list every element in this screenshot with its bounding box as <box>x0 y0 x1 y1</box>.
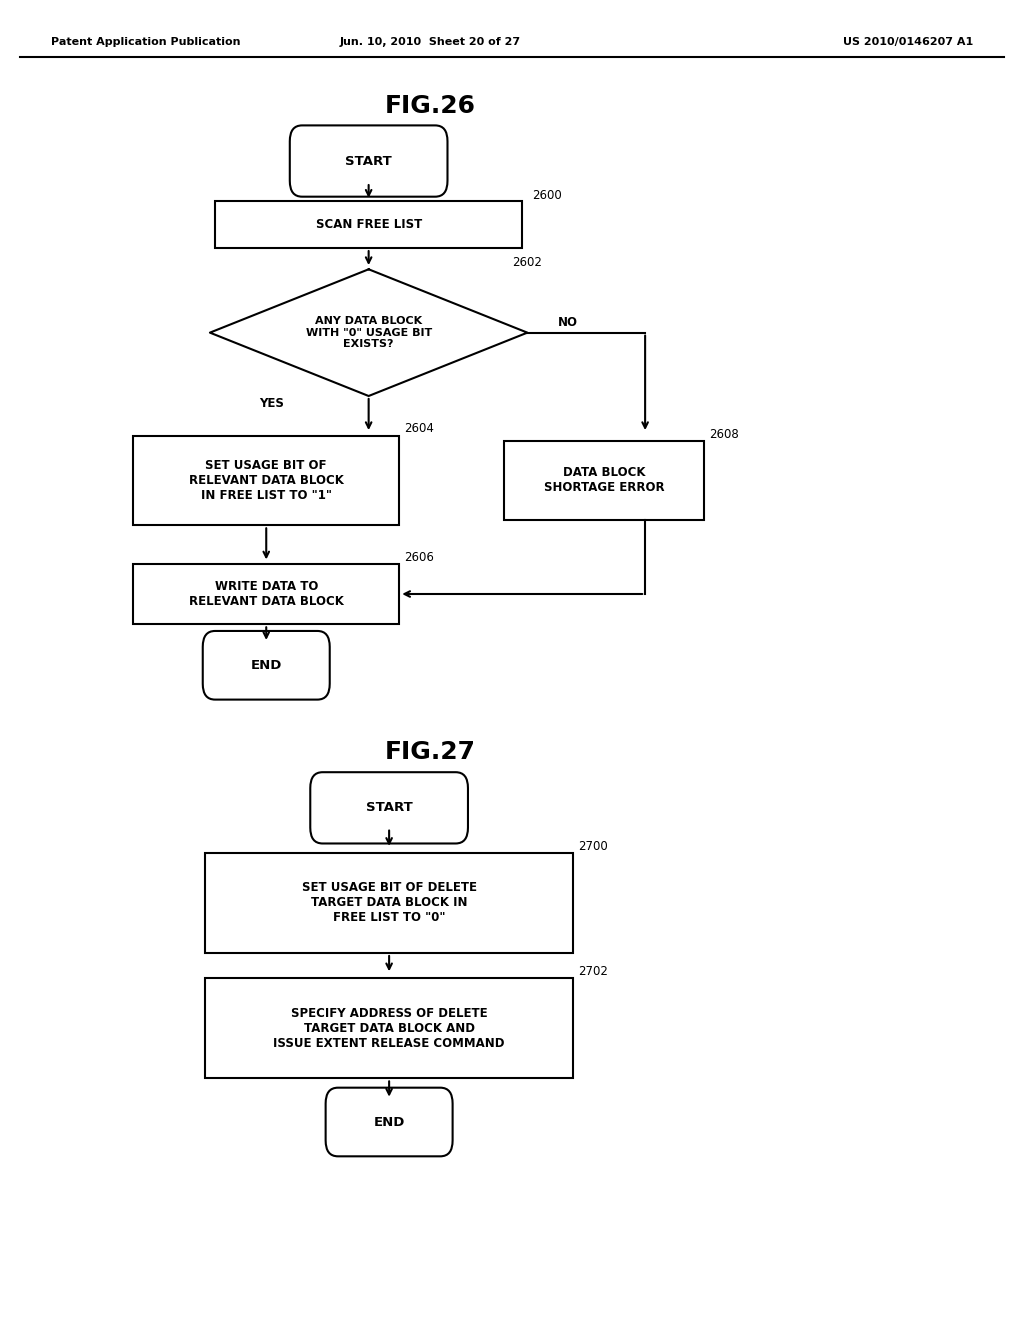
Text: 2606: 2606 <box>404 550 434 564</box>
Text: 2602: 2602 <box>512 256 542 269</box>
Text: 2600: 2600 <box>532 189 562 202</box>
Text: YES: YES <box>259 397 284 411</box>
Bar <box>205 978 573 1078</box>
Text: SCAN FREE LIST: SCAN FREE LIST <box>315 218 422 231</box>
Text: SET USAGE BIT OF
RELEVANT DATA BLOCK
IN FREE LIST TO "1": SET USAGE BIT OF RELEVANT DATA BLOCK IN … <box>188 459 344 502</box>
Bar <box>133 564 399 624</box>
Text: Patent Application Publication: Patent Application Publication <box>51 37 241 48</box>
FancyBboxPatch shape <box>310 772 468 843</box>
Text: 2604: 2604 <box>404 422 434 436</box>
Text: ANY DATA BLOCK
WITH "0" USAGE BIT
EXISTS?: ANY DATA BLOCK WITH "0" USAGE BIT EXISTS… <box>305 315 432 350</box>
Text: START: START <box>366 801 413 814</box>
FancyBboxPatch shape <box>326 1088 453 1156</box>
Text: Jun. 10, 2010  Sheet 20 of 27: Jun. 10, 2010 Sheet 20 of 27 <box>340 37 520 48</box>
Text: 2608: 2608 <box>709 428 739 441</box>
Text: SPECIFY ADDRESS OF DELETE
TARGET DATA BLOCK AND
ISSUE EXTENT RELEASE COMMAND: SPECIFY ADDRESS OF DELETE TARGET DATA BL… <box>273 1007 505 1049</box>
FancyBboxPatch shape <box>290 125 447 197</box>
Text: END: END <box>374 1115 404 1129</box>
Text: WRITE DATA TO
RELEVANT DATA BLOCK: WRITE DATA TO RELEVANT DATA BLOCK <box>188 579 344 609</box>
Bar <box>215 201 522 248</box>
Text: 2702: 2702 <box>579 965 608 978</box>
Text: SET USAGE BIT OF DELETE
TARGET DATA BLOCK IN
FREE LIST TO "0": SET USAGE BIT OF DELETE TARGET DATA BLOC… <box>302 882 476 924</box>
FancyBboxPatch shape <box>203 631 330 700</box>
Text: START: START <box>345 154 392 168</box>
Bar <box>504 441 705 520</box>
Text: 2700: 2700 <box>579 840 608 853</box>
Text: DATA BLOCK
SHORTAGE ERROR: DATA BLOCK SHORTAGE ERROR <box>544 466 665 495</box>
Text: END: END <box>251 659 282 672</box>
Polygon shape <box>210 269 527 396</box>
Text: US 2010/0146207 A1: US 2010/0146207 A1 <box>843 37 973 48</box>
Text: NO: NO <box>558 315 579 329</box>
Text: FIG.26: FIG.26 <box>385 94 475 117</box>
Text: FIG.27: FIG.27 <box>385 741 475 764</box>
Bar <box>205 853 573 953</box>
Bar <box>133 436 399 525</box>
